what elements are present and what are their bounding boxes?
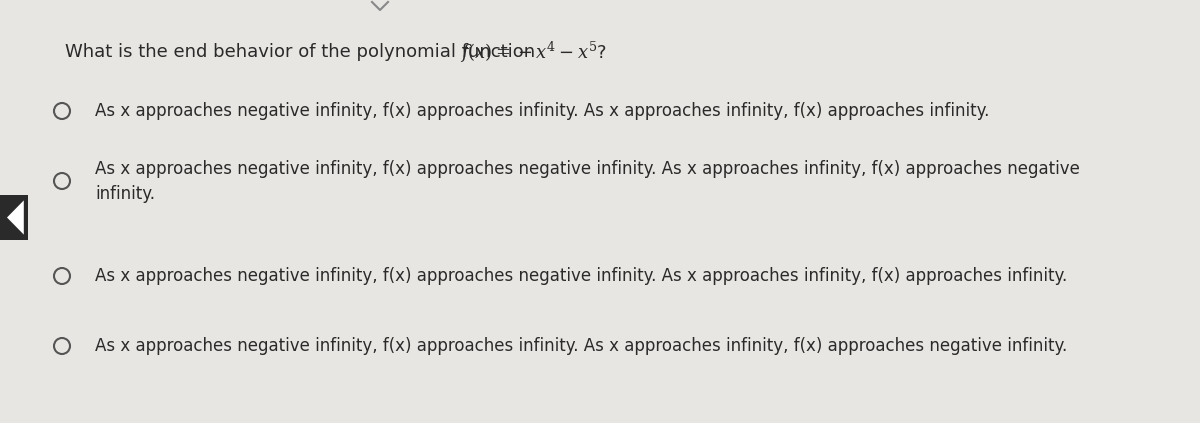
Text: As x approaches negative infinity, f(x) approaches infinity. As x approaches inf: As x approaches negative infinity, f(x) … — [95, 102, 989, 120]
Text: What is the end behavior of the polynomial function: What is the end behavior of the polynomi… — [65, 43, 541, 61]
Bar — [0, 195, 28, 240]
Text: $f(x) = -x^4 - x^5$?: $f(x) = -x^4 - x^5$? — [460, 39, 607, 65]
Text: As x approaches negative infinity, f(x) approaches negative infinity. As x appro: As x approaches negative infinity, f(x) … — [95, 159, 1080, 203]
Polygon shape — [7, 201, 24, 235]
Text: As x approaches negative infinity, f(x) approaches negative infinity. As x appro: As x approaches negative infinity, f(x) … — [95, 267, 1067, 285]
Text: As x approaches negative infinity, f(x) approaches infinity. As x approaches inf: As x approaches negative infinity, f(x) … — [95, 337, 1067, 355]
